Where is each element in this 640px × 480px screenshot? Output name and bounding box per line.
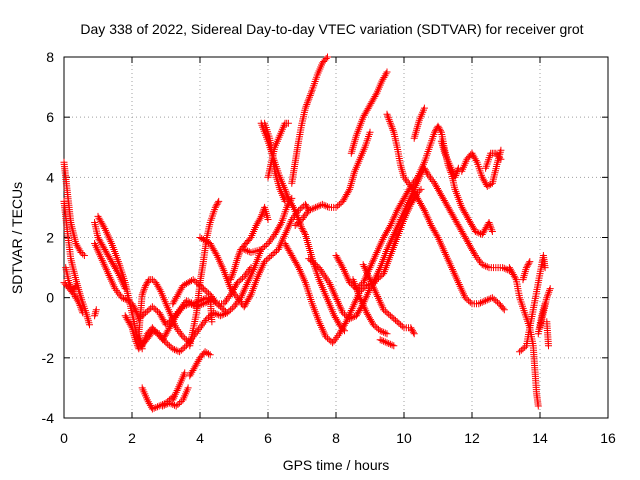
series-arc-36	[458, 146, 505, 190]
series-arc-26	[347, 68, 391, 157]
y-tick-label: -4	[42, 410, 55, 426]
series-arc-33	[383, 110, 508, 314]
x-tick-label: 8	[332, 430, 340, 446]
series-arc-4	[62, 264, 80, 296]
data-point-marks	[261, 119, 289, 205]
data-point-marks	[288, 53, 331, 187]
data-point-marks	[349, 276, 391, 338]
data-point-marks	[482, 149, 505, 172]
x-tick-label: 4	[196, 430, 204, 446]
x-tick-label: 2	[128, 430, 136, 446]
x-tick-label: 0	[60, 430, 68, 446]
y-tick-label: 2	[46, 230, 54, 246]
data-point-marks	[305, 185, 425, 323]
data-point-marks	[227, 203, 272, 284]
axis-ticks	[63, 56, 609, 419]
series-arc-5	[91, 306, 100, 320]
data-point-marks	[519, 258, 534, 284]
series-arc-2	[60, 197, 93, 329]
data-point-marks	[332, 122, 496, 293]
y-tick-label: 6	[46, 109, 54, 125]
axis-tick-labels: 0 2 4 6 8 10 12 14 16 -4 -2 0 2 4 6 8	[42, 49, 616, 446]
data-point-marks	[186, 348, 214, 380]
series-arc-43	[543, 318, 552, 350]
data-point-marks	[543, 318, 552, 350]
series-arc-24	[288, 53, 331, 187]
x-tick-label: 14	[532, 430, 548, 446]
x-tick-label: 6	[264, 430, 272, 446]
series-arc-1	[60, 158, 88, 259]
series-arc-19	[227, 203, 272, 284]
data-point-marks	[169, 369, 189, 404]
series-arc-35	[437, 137, 462, 181]
series-arc-29	[332, 122, 496, 293]
data-point-marks	[437, 137, 462, 181]
series-arc-6	[91, 219, 129, 293]
series-arc-42	[534, 300, 549, 338]
data-point-marks	[458, 146, 505, 190]
chart-grid	[64, 57, 608, 418]
series-arc-12	[159, 384, 192, 410]
series-arc-28	[305, 185, 425, 323]
data-point-marks	[534, 300, 549, 338]
data-point-marks	[347, 68, 391, 157]
series-arc-32	[376, 336, 398, 350]
data-marks	[60, 53, 554, 413]
data-point-marks	[240, 194, 296, 256]
series-arc-15	[186, 197, 223, 350]
series-arc-18	[169, 264, 255, 308]
data-point-marks	[376, 336, 398, 350]
data-point-marks	[410, 104, 428, 142]
series-arc-34	[410, 104, 428, 142]
data-point-marks	[60, 158, 88, 259]
data-point-marks	[505, 264, 542, 410]
y-tick-label: 8	[46, 49, 54, 65]
series-arc-38	[505, 264, 542, 410]
data-point-marks	[186, 197, 223, 350]
data-point-marks	[291, 128, 374, 229]
series-arc-31	[359, 261, 418, 338]
chart-title: Day 338 of 2022, Sidereal Day-to-day VTE…	[80, 21, 583, 37]
data-point-marks	[516, 252, 549, 356]
data-point-marks	[159, 384, 192, 410]
series-arc-13	[169, 369, 189, 404]
series-arc-40	[519, 258, 534, 284]
series-arc-25	[291, 128, 374, 229]
data-point-marks	[62, 264, 80, 296]
series-arc-10	[135, 276, 194, 353]
x-tick-label: 16	[600, 430, 616, 446]
series-arc-39	[516, 252, 549, 356]
series-arc-14	[186, 348, 214, 380]
x-tick-label: 10	[396, 430, 412, 446]
x-axis-label: GPS time / hours	[283, 457, 390, 473]
series-arc-37	[482, 149, 505, 172]
data-point-marks	[60, 197, 93, 329]
x-tick-label: 12	[464, 430, 480, 446]
data-point-marks	[359, 261, 418, 338]
series-arc-23	[261, 119, 289, 205]
y-tick-label: -2	[42, 350, 55, 366]
series-arc-30	[349, 276, 391, 338]
data-point-marks	[91, 306, 100, 320]
data-point-marks	[383, 110, 508, 314]
y-tick-label: 0	[46, 290, 54, 306]
y-axis-label: SDTVAR / TECUs	[9, 182, 25, 294]
data-point-marks	[91, 219, 129, 293]
data-point-marks	[135, 276, 194, 353]
data-point-marks	[169, 264, 255, 308]
series-arc-20	[240, 194, 296, 256]
y-tick-label: 4	[46, 169, 54, 185]
